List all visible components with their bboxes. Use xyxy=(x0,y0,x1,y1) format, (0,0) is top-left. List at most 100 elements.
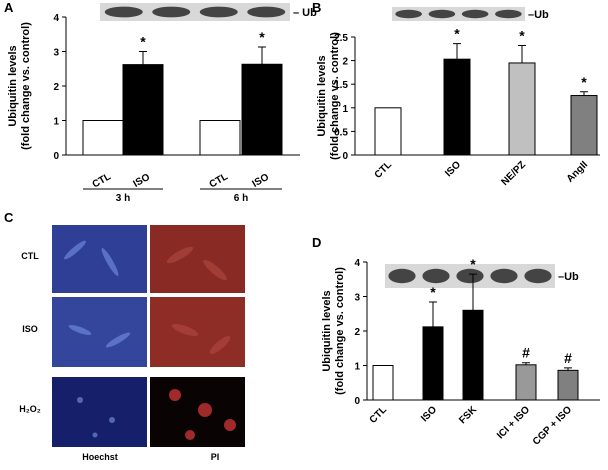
bar xyxy=(570,95,598,156)
bar xyxy=(422,326,444,401)
annotation: * xyxy=(140,34,146,50)
bar xyxy=(557,369,579,401)
panel-label: D xyxy=(312,235,321,250)
x-tick-label: CTL xyxy=(368,404,390,426)
y-axis-label: (fold change vs. control) xyxy=(20,22,32,150)
annotation: * xyxy=(259,29,265,45)
row-label: ISO xyxy=(22,324,38,334)
error-bar xyxy=(518,44,526,63)
annotation: * xyxy=(519,27,525,43)
y-tick-label: 3 xyxy=(53,48,59,59)
error-bar xyxy=(258,46,266,65)
y-tick-label: 2 xyxy=(53,82,59,93)
bar xyxy=(374,107,402,156)
blot-label: –Ub xyxy=(528,9,549,21)
bar xyxy=(443,58,471,156)
image xyxy=(52,225,147,293)
y-tick-label: 4 xyxy=(354,258,360,269)
y-tick-label: 2 xyxy=(354,327,360,338)
column-label: Hoechst xyxy=(82,452,118,462)
blot-band xyxy=(395,9,422,19)
annotation: # xyxy=(522,345,530,361)
row-label: CTL xyxy=(21,251,39,261)
y-tick-label: 0 xyxy=(53,151,59,162)
bar xyxy=(199,120,241,156)
x-tick-label: ICI + ISO xyxy=(495,404,532,441)
annotation: * xyxy=(581,74,587,90)
error-bar xyxy=(469,273,477,311)
bar xyxy=(241,63,283,156)
x-tick-label: CTL xyxy=(373,159,395,181)
bar xyxy=(82,120,124,156)
y-tick-label: 2.5 xyxy=(334,33,348,44)
panel-label: A xyxy=(4,0,14,15)
image xyxy=(150,225,245,293)
annotation: * xyxy=(454,26,460,42)
group-label: 6 h xyxy=(234,193,248,204)
y-tick-label: 3 xyxy=(354,293,360,304)
blot-band xyxy=(422,268,450,284)
x-tick-label: CGP + ISO xyxy=(531,404,574,447)
panel-label: C xyxy=(4,210,14,225)
annotation: * xyxy=(470,256,476,272)
y-tick-label: 1 xyxy=(354,362,360,373)
column-label: PI xyxy=(211,452,220,462)
error-bar xyxy=(564,367,572,371)
error-bar xyxy=(522,362,530,365)
y-axis-label: Ubiquitin levels xyxy=(316,55,328,136)
group-label: 3 h xyxy=(116,193,130,204)
x-tick-label: CTL xyxy=(208,171,230,190)
blot-band xyxy=(199,6,238,18)
image xyxy=(150,377,245,447)
blot-label: – Ub xyxy=(293,7,317,19)
error-bar xyxy=(429,301,437,327)
bar xyxy=(122,64,164,156)
row-label: H₂O₂ xyxy=(19,404,41,414)
cells xyxy=(64,240,131,438)
blot-band xyxy=(152,6,191,18)
blot xyxy=(100,3,290,21)
bar xyxy=(515,364,537,401)
cells xyxy=(166,246,231,354)
blot-band xyxy=(461,9,489,19)
blot xyxy=(392,7,525,21)
y-tick-label: 2 xyxy=(342,57,348,68)
cells xyxy=(169,389,236,440)
image xyxy=(52,377,147,447)
y-tick-label: 1.5 xyxy=(334,80,348,91)
x-tick-label: ISO xyxy=(132,172,153,190)
y-axis-label: Ubiquitin levels xyxy=(7,45,19,126)
panel-label: B xyxy=(312,0,321,15)
blot-band xyxy=(495,9,522,19)
y-tick-label: 1 xyxy=(53,117,59,128)
blot-band xyxy=(428,9,456,19)
x-tick-label: AngII xyxy=(565,159,591,185)
x-tick-label: ISO xyxy=(419,404,439,424)
bar xyxy=(462,309,484,401)
image xyxy=(150,297,245,367)
blot-band xyxy=(247,6,286,18)
blot-band xyxy=(456,268,484,284)
y-tick-label: 1 xyxy=(342,104,348,115)
y-tick-label: 0 xyxy=(342,151,348,162)
blot-label: –Ub xyxy=(558,271,579,283)
x-tick-label: ISO xyxy=(443,159,463,179)
image xyxy=(52,297,147,367)
y-tick-label: 4 xyxy=(53,13,59,24)
blot-band xyxy=(104,6,143,18)
error-bar xyxy=(580,91,588,96)
y-tick-label: 0.5 xyxy=(334,127,348,138)
x-tick-label: NE/PZ xyxy=(500,159,529,188)
error-bar xyxy=(453,43,461,60)
y-tick-label: 0 xyxy=(354,396,360,407)
bar xyxy=(372,365,394,401)
error-bar xyxy=(139,51,147,65)
annotation: # xyxy=(564,350,572,366)
x-tick-label: ISO xyxy=(251,172,272,190)
blot-band xyxy=(388,268,416,284)
bar xyxy=(508,62,536,156)
blot-band xyxy=(490,268,518,284)
y-axis-label: (fold change vs. control) xyxy=(334,267,346,395)
y-axis-label: (fold change vs. control) xyxy=(329,32,341,160)
